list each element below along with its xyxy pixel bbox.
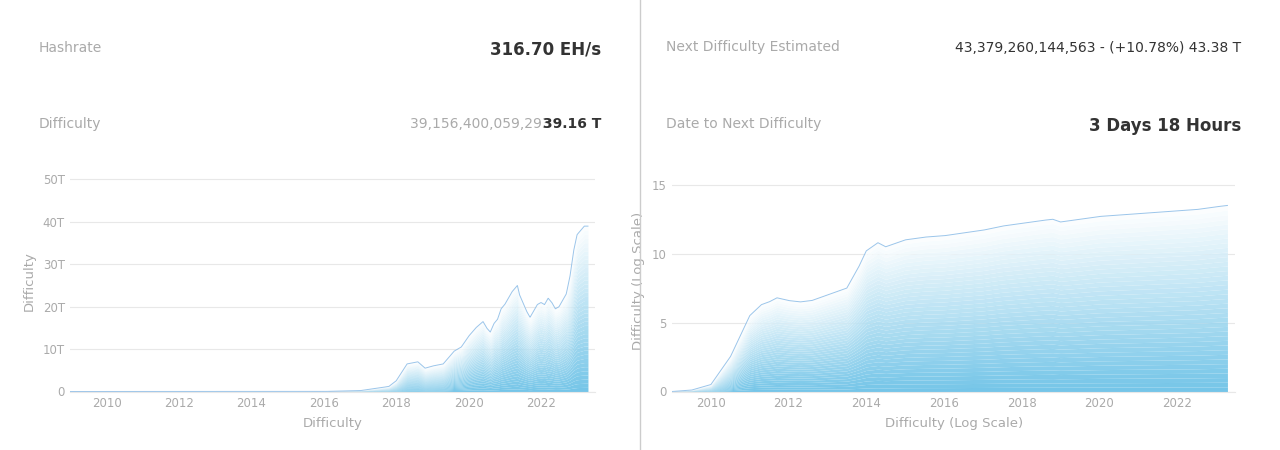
Text: Next Difficulty Estimated: Next Difficulty Estimated <box>666 40 840 54</box>
Text: 43,379,260,144,563 - (+10.78%) 43.38 T: 43,379,260,144,563 - (+10.78%) 43.38 T <box>955 40 1242 54</box>
Y-axis label: Difficulty (Log Scale): Difficulty (Log Scale) <box>631 212 645 350</box>
X-axis label: Difficulty (Log Scale): Difficulty (Log Scale) <box>884 417 1023 430</box>
X-axis label: Difficulty: Difficulty <box>303 417 362 430</box>
Y-axis label: Difficulty: Difficulty <box>23 251 36 311</box>
Text: Difficulty: Difficulty <box>38 117 101 131</box>
Text: 39,156,400,059,293 -: 39,156,400,059,293 - <box>410 117 564 131</box>
Text: Hashrate: Hashrate <box>38 40 101 54</box>
Text: 39.16 T: 39.16 T <box>543 117 602 131</box>
Text: Date to Next Difficulty: Date to Next Difficulty <box>666 117 820 131</box>
Text: 316.70 EH/s: 316.70 EH/s <box>490 40 602 58</box>
Text: 3 Days 18 Hours: 3 Days 18 Hours <box>1089 117 1242 135</box>
